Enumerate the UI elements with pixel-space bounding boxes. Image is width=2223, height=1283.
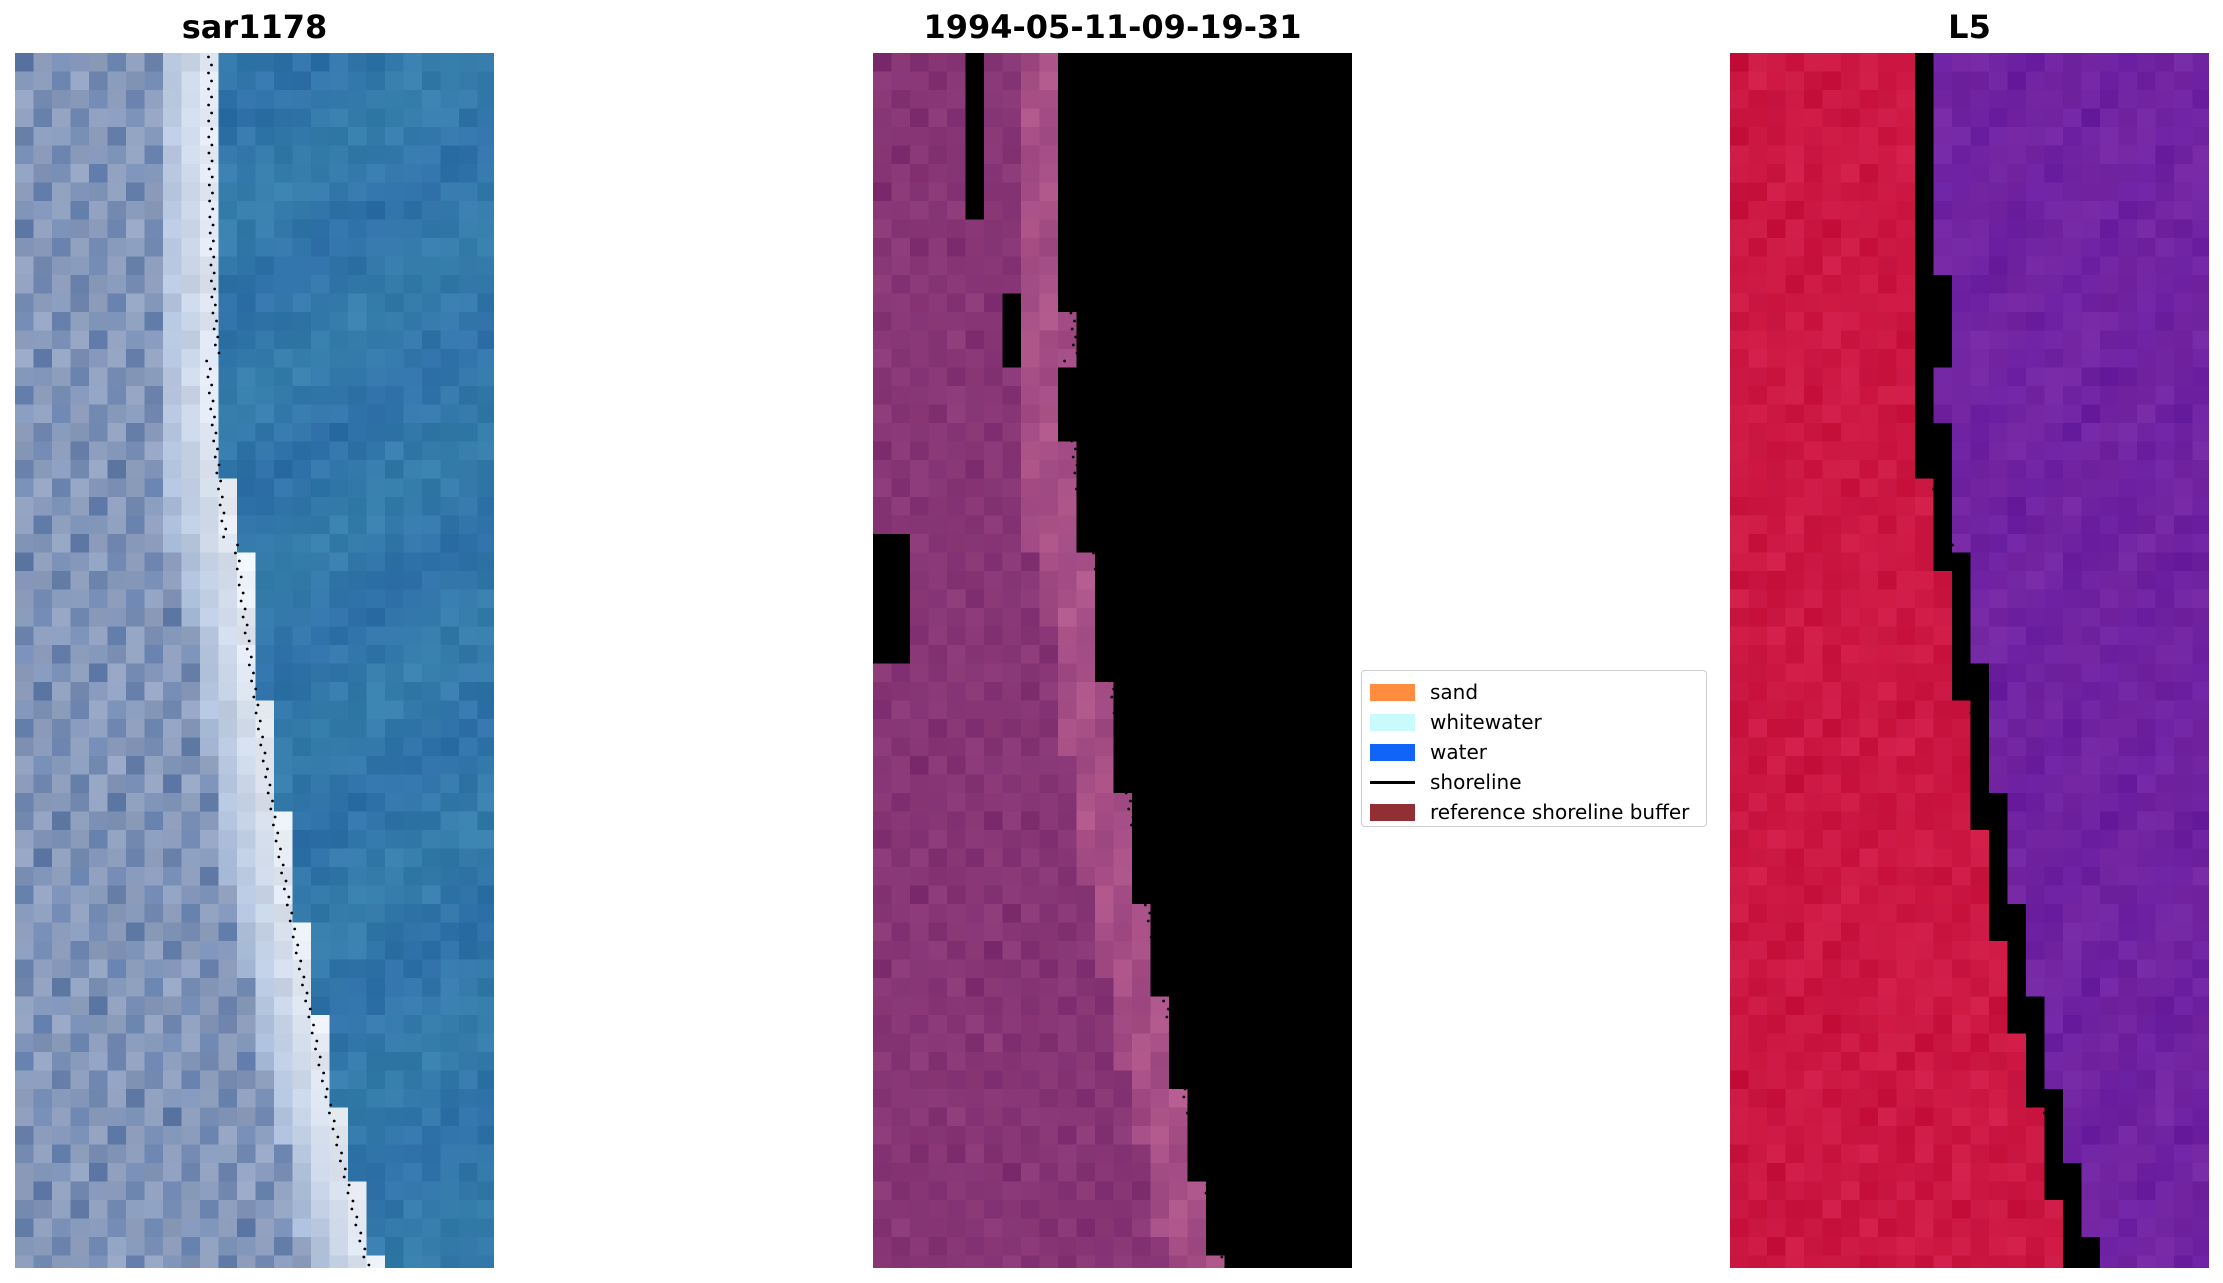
classified-image-panel	[873, 53, 1352, 1268]
whitewater-swatch	[1370, 713, 1415, 731]
shoreline-dots	[1063, 55, 1229, 1267]
legend-label: whitewater	[1430, 710, 1542, 734]
legend-label: shoreline	[1430, 770, 1522, 794]
title-sar: sar1178	[181, 8, 328, 46]
rgb-image-panel	[15, 53, 494, 1268]
legend-item-whitewater: whitewater	[1370, 707, 1698, 737]
classified-image	[873, 53, 1352, 1268]
title-l5: L5	[1948, 8, 1991, 46]
sand-swatch	[1370, 683, 1415, 701]
buffer-swatch	[1370, 803, 1415, 821]
shoreline-dots	[1920, 55, 2086, 1267]
legend-item-water: water	[1370, 737, 1698, 767]
legend-label: water	[1430, 740, 1487, 764]
legend-item-shoreline: shoreline	[1370, 767, 1698, 797]
ndwi-image	[1730, 53, 2209, 1268]
ndwi-image-panel	[1730, 53, 2209, 1268]
title-date: 1994-05-11-09-19-31	[923, 8, 1302, 46]
shoreline-dots	[205, 55, 371, 1267]
water-swatch	[1370, 743, 1415, 761]
legend-label: sand	[1430, 680, 1479, 704]
legend-item-sand: sand	[1370, 677, 1698, 707]
legend-item-buffer: reference shoreline buffer	[1370, 797, 1698, 827]
legend-label: reference shoreline buffer	[1430, 800, 1690, 824]
rgb-image	[15, 53, 494, 1268]
legend: sand whitewater water shoreline referenc…	[1361, 670, 1707, 827]
shoreline-swatch	[1370, 780, 1415, 784]
